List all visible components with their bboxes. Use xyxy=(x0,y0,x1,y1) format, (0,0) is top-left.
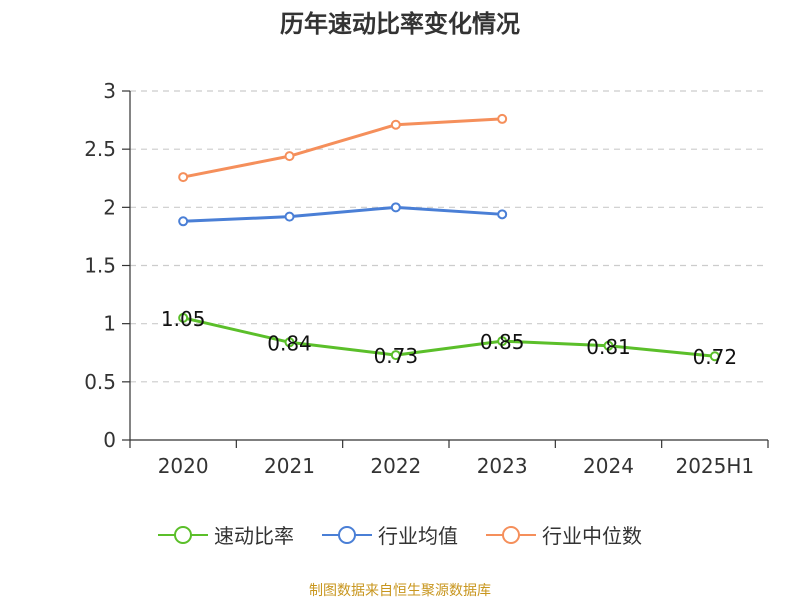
series-line-2 xyxy=(182,117,503,179)
y-tick-label: 2 xyxy=(103,195,116,219)
data-labels: 1.05 0.84 0.73 0.85 0.81 0.72 xyxy=(161,307,737,369)
x-tick-label: 2024 xyxy=(583,454,634,478)
x-tick-label: 2021 xyxy=(264,454,315,478)
data-point xyxy=(497,209,508,220)
data-label: 0.72 xyxy=(693,345,738,369)
data-label: 0.73 xyxy=(374,344,419,368)
data-point xyxy=(497,113,508,124)
grid-lines xyxy=(130,90,768,383)
data-point xyxy=(390,350,401,361)
data-point xyxy=(178,312,189,323)
legend-label: 行业中位数 xyxy=(542,524,642,548)
y-tick-label: 1.5 xyxy=(84,254,116,278)
data-label: 1.05 xyxy=(161,307,206,331)
axes: 0 0.5 1 1.5 2 2.5 3 2020 2021 2022 2023 2024 2025H1 xyxy=(84,79,769,478)
data-label: 0.85 xyxy=(480,330,525,354)
data-point xyxy=(603,340,614,351)
x-tick-label: 2020 xyxy=(158,454,209,478)
data-point xyxy=(178,172,189,183)
series-line-0 xyxy=(182,316,715,358)
data-point xyxy=(709,351,720,362)
data-point xyxy=(284,211,295,222)
data-point xyxy=(284,337,295,348)
x-tick-label: 2022 xyxy=(370,454,421,478)
y-tick-label: 0 xyxy=(103,428,116,452)
legend-item[interactable]: 行业均值 xyxy=(322,520,458,549)
y-tick-label: 3 xyxy=(103,79,116,103)
legend-label: 速动比率 xyxy=(214,524,294,548)
legend-line-marker-icon xyxy=(322,525,372,544)
series-line-1 xyxy=(183,205,503,223)
y-tick-label: 2.5 xyxy=(84,137,116,161)
data-point xyxy=(390,202,401,213)
source-note: 制图数据来自恒生聚源数据库 xyxy=(309,583,491,599)
x-tick-label: 2025H1 xyxy=(675,454,754,478)
y-tick-label: 0.5 xyxy=(84,370,116,394)
chart-title: 历年速动比率变化情况 xyxy=(280,10,520,38)
data-point xyxy=(390,119,401,130)
data-label: 0.81 xyxy=(586,335,631,359)
data-point xyxy=(497,336,508,347)
legend: 速动比率 行业均值 行业中位数 xyxy=(0,520,800,549)
legend-item[interactable]: 速动比率 xyxy=(158,520,294,549)
data-point xyxy=(284,151,295,162)
data-label: 0.84 xyxy=(267,331,312,355)
legend-item[interactable]: 行业中位数 xyxy=(486,520,642,549)
x-tick-label: 2023 xyxy=(477,454,528,478)
data-point xyxy=(178,216,189,227)
legend-label: 行业均值 xyxy=(378,524,458,548)
legend-line-marker-icon xyxy=(486,525,536,544)
legend-line-marker-icon xyxy=(158,525,208,544)
y-tick-label: 1 xyxy=(103,312,116,336)
series-lines xyxy=(178,113,720,362)
